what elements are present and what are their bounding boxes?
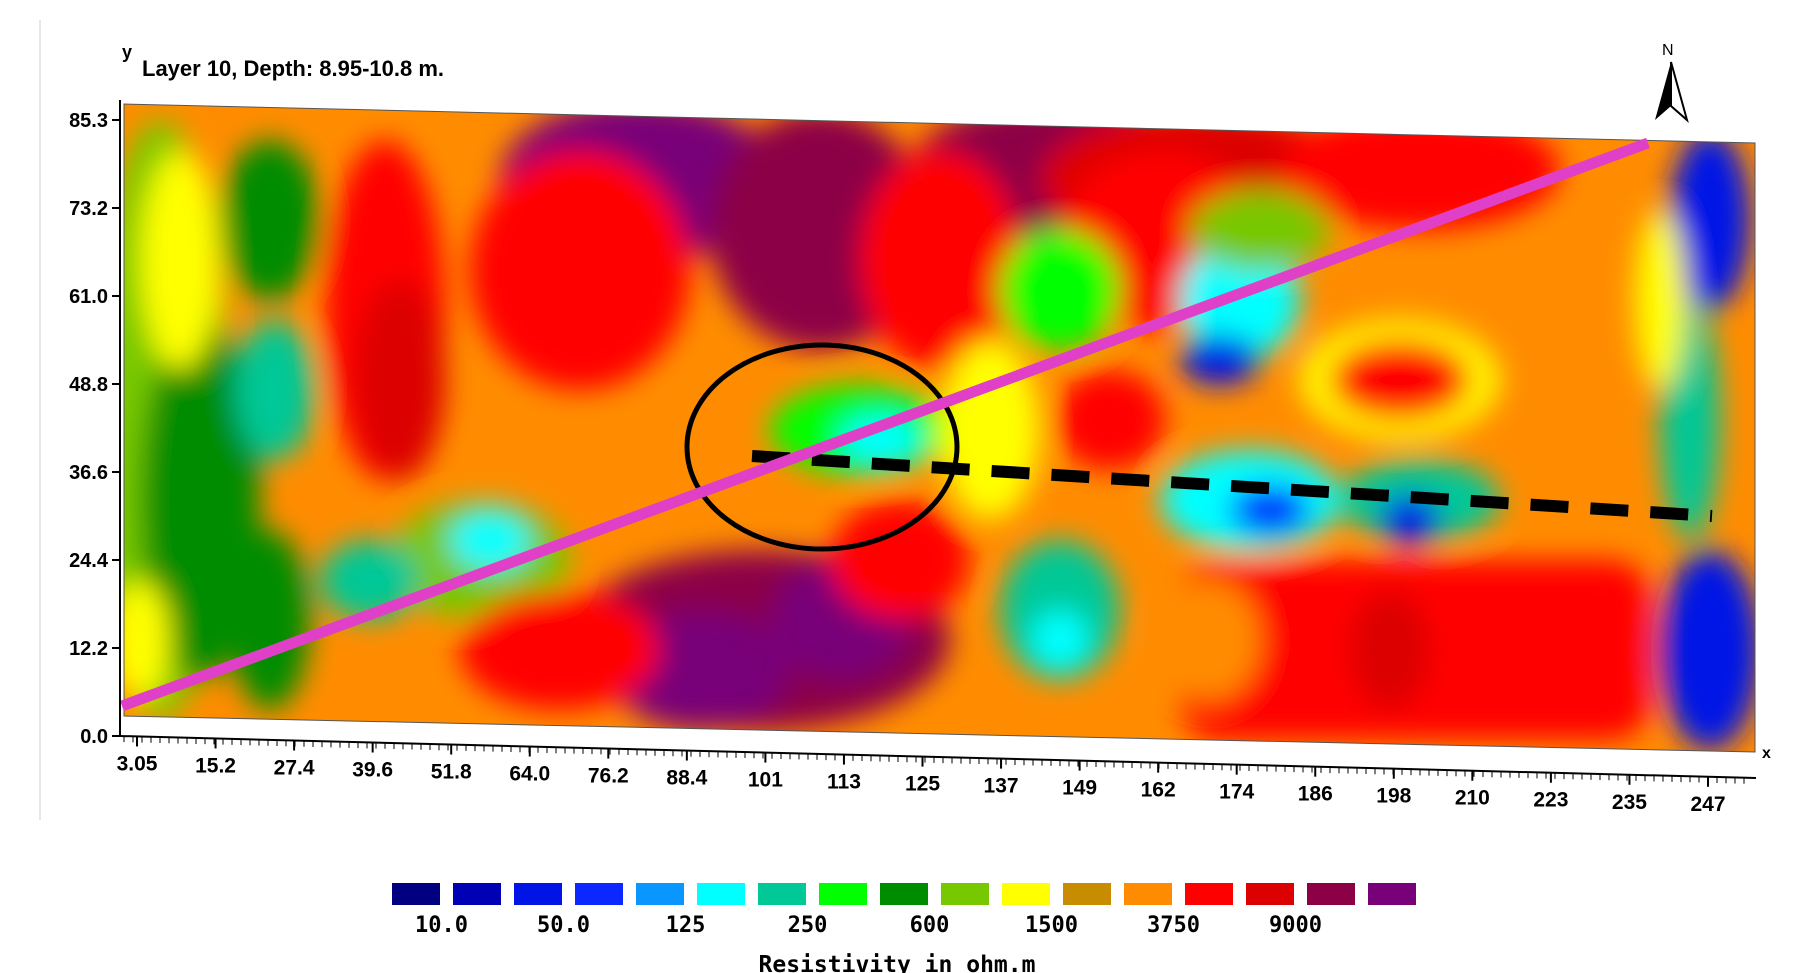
anomaly-circle bbox=[684, 342, 960, 552]
y-tick-label: 36.6 bbox=[69, 462, 108, 484]
legend-swatch bbox=[636, 883, 684, 905]
legend-title: Resistivity in ohm.m bbox=[759, 952, 1036, 973]
legend-label: 10.0 bbox=[415, 913, 468, 938]
legend-swatch bbox=[941, 883, 989, 905]
x-tick-label: 51.8 bbox=[431, 761, 472, 784]
x-tick-label: 15.2 bbox=[195, 754, 236, 777]
x-tick-label: 88.4 bbox=[666, 767, 707, 790]
fault-line bbox=[751, 450, 1713, 522]
y-tick-label: 12.2 bbox=[69, 638, 108, 660]
x-tick-label: 3.05 bbox=[117, 752, 158, 775]
legend-swatch bbox=[1124, 883, 1172, 905]
x-tick-label: 162 bbox=[1141, 779, 1176, 802]
legend-swatch bbox=[697, 883, 745, 905]
color-legend bbox=[392, 883, 1416, 905]
legend-swatch bbox=[819, 883, 867, 905]
legend-swatch bbox=[1307, 883, 1355, 905]
legend-labels: 10.0 50.0 125 250 600 1500 3750 9000 bbox=[415, 913, 1322, 938]
legend-label: 125 bbox=[666, 913, 706, 938]
legend-label: 600 bbox=[910, 913, 950, 938]
legend-swatch bbox=[758, 883, 806, 905]
x-tick-label: 149 bbox=[1062, 777, 1097, 800]
x-axis: 3.05 15.2 27.4 39.6 51.8 64.0 76.2 88.4 101 113 12… bbox=[117, 735, 1757, 816]
x-tick-label: 174 bbox=[1219, 781, 1254, 804]
x-tick-label: 186 bbox=[1298, 783, 1333, 806]
y-tick-label: 48.8 bbox=[69, 374, 108, 396]
legend-swatch bbox=[1185, 883, 1233, 905]
legend-swatch bbox=[453, 883, 501, 905]
x-tick-label: 235 bbox=[1612, 791, 1647, 814]
x-tick-label: 137 bbox=[984, 775, 1019, 798]
y-tick-label: 85.3 bbox=[69, 110, 108, 132]
x-tick-label: 113 bbox=[827, 771, 861, 794]
legend-swatch bbox=[392, 883, 440, 905]
legend-label: 3750 bbox=[1147, 913, 1200, 938]
legend-label: 50.0 bbox=[537, 913, 590, 938]
legend-swatch bbox=[1063, 883, 1111, 905]
legend-swatch bbox=[1002, 883, 1050, 905]
map-title: Layer 10, Depth: 8.95-10.8 m. bbox=[142, 56, 444, 81]
x-tick-label: 76.2 bbox=[588, 765, 629, 788]
x-tick-label: 64.0 bbox=[509, 763, 550, 786]
axis-y-letter: y bbox=[122, 42, 132, 62]
x-tick-label: 198 bbox=[1376, 785, 1411, 808]
legend-label: 250 bbox=[788, 913, 828, 938]
x-tick-label: 101 bbox=[748, 769, 783, 792]
legend-swatch bbox=[1368, 883, 1416, 905]
x-tick-label: 223 bbox=[1533, 789, 1568, 812]
legend-label: 1500 bbox=[1025, 913, 1078, 938]
north-arrow-icon: N bbox=[1655, 42, 1689, 123]
y-tick-label: 73.2 bbox=[69, 198, 108, 220]
axis-x-letter: x bbox=[1762, 745, 1771, 762]
x-tick-label: 39.6 bbox=[352, 758, 393, 781]
legend-label: 9000 bbox=[1269, 913, 1322, 938]
x-tick-label: 210 bbox=[1455, 787, 1490, 810]
legend-swatch bbox=[575, 883, 623, 905]
north-label: N bbox=[1662, 42, 1674, 59]
legend-swatch bbox=[1246, 883, 1294, 905]
legend-swatch bbox=[514, 883, 562, 905]
x-tick-label: 27.4 bbox=[274, 756, 315, 779]
resistivity-heatmap bbox=[124, 104, 1755, 752]
x-tick-label: 247 bbox=[1690, 793, 1725, 816]
profile-line bbox=[120, 137, 1650, 712]
x-tick-label: 125 bbox=[905, 773, 940, 796]
y-tick-label: 61.0 bbox=[69, 286, 108, 308]
y-axis: 0.0 12.2 24.4 36.6 48.8 61.0 73.2 85.3 bbox=[69, 100, 121, 748]
y-tick-label: 0.0 bbox=[80, 726, 108, 748]
y-tick-label: 24.4 bbox=[69, 550, 109, 572]
legend-swatch bbox=[880, 883, 928, 905]
